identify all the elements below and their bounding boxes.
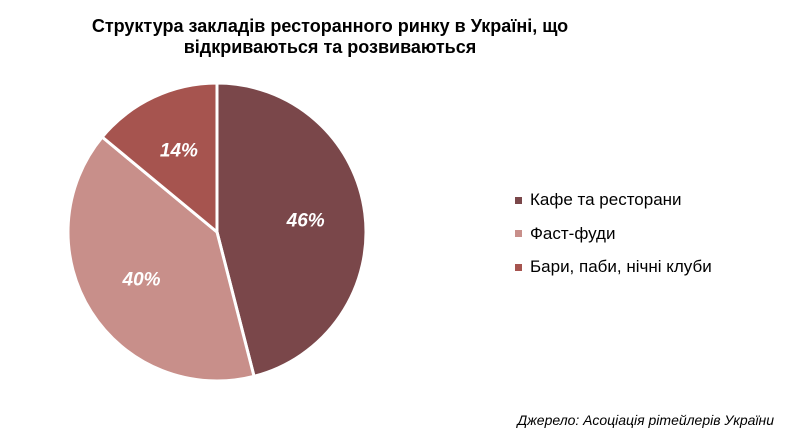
- legend-swatch: [515, 230, 522, 237]
- pie-slice-bars-pubs-clubs: [100, 81, 219, 234]
- pie-slice-fast-food: [66, 135, 256, 383]
- chart-title: Структура закладів ресторанного ринку в …: [40, 16, 620, 58]
- legend-item-fast-food: Фаст-фуди: [515, 224, 712, 244]
- data-label-cafes-restaurants: 46%: [286, 210, 325, 231]
- legend-label: Кафе та ресторани: [530, 190, 682, 209]
- legend-swatch: [515, 196, 522, 204]
- legend-item-cafes-restaurants: Кафе та ресторани: [515, 190, 712, 210]
- legend-label: Бари, паби, нічні клуби: [530, 257, 712, 276]
- data-label-fast-food: 40%: [122, 269, 161, 290]
- chart-title-line-1: Структура закладів ресторанного ринку в …: [91, 16, 569, 36]
- source-note: Джерело: Асоціація рітейлерів України: [517, 412, 774, 428]
- legend-swatch: [515, 263, 522, 271]
- legend-item-bars-pubs-clubs: Бари, паби, нічні клуби: [515, 257, 712, 277]
- legend-label: Фаст-фуди: [530, 223, 616, 243]
- chart-legend: Кафе та ресторани Фаст-фуди Бари, паби, …: [515, 190, 712, 291]
- chart-title-line-2: відкриваються та розвиваються: [183, 37, 477, 57]
- data-label-bars-pubs-clubs: 14%: [160, 141, 198, 162]
- pie-slice-cafes-restaurants: [215, 81, 368, 378]
